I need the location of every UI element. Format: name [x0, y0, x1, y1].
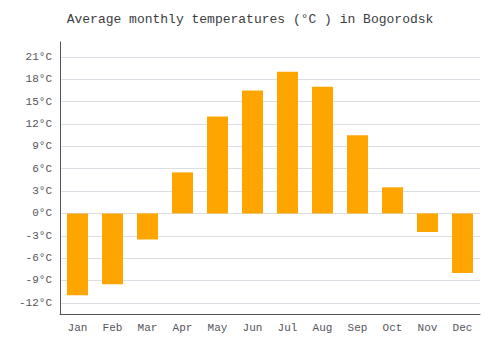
svg-text:21°C: 21°C: [26, 51, 53, 63]
svg-text:Mar: Mar: [138, 322, 158, 334]
svg-text:0°C: 0°C: [32, 207, 52, 219]
svg-text:9°C: 9°C: [32, 140, 52, 152]
svg-text:May: May: [208, 322, 228, 334]
svg-text:15°C: 15°C: [26, 96, 53, 108]
svg-text:Feb: Feb: [103, 322, 123, 334]
svg-text:-3°C: -3°C: [26, 230, 53, 242]
svg-text:-12°C: -12°C: [19, 297, 52, 309]
svg-text:Nov: Nov: [418, 322, 438, 334]
svg-text:Jul: Jul: [278, 322, 298, 334]
svg-text:Jun: Jun: [243, 322, 263, 334]
svg-text:Apr: Apr: [173, 322, 193, 334]
svg-text:6°C: 6°C: [32, 163, 52, 175]
svg-text:12°C: 12°C: [26, 118, 53, 130]
svg-text:Sep: Sep: [348, 322, 368, 334]
svg-text:Jan: Jan: [68, 322, 88, 334]
svg-text:Dec: Dec: [453, 322, 473, 334]
svg-text:Oct: Oct: [383, 322, 403, 334]
svg-text:Average monthly temperatures (: Average monthly temperatures (°C ) in Bo…: [67, 12, 434, 27]
svg-text:3°C: 3°C: [32, 185, 52, 197]
svg-text:-9°C: -9°C: [26, 274, 53, 286]
svg-text:-6°C: -6°C: [26, 252, 53, 264]
svg-text:Aug: Aug: [313, 322, 333, 334]
svg-text:18°C: 18°C: [26, 73, 53, 85]
